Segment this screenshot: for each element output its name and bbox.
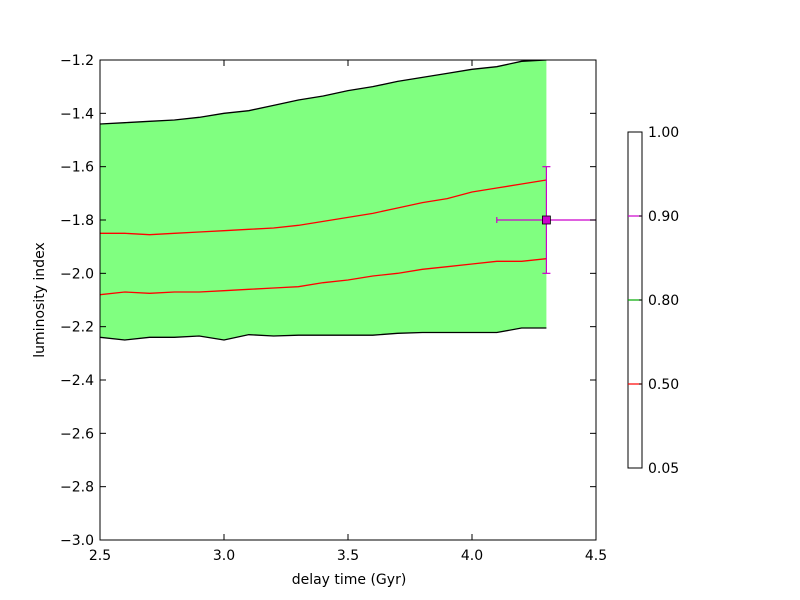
colorbar-tick-label: 1.00 — [648, 125, 679, 141]
x-tick-label: 4.5 — [585, 548, 607, 564]
series-line-3 — [100, 327, 547, 341]
plot-inner — [100, 60, 547, 341]
y-tick-label: −2.4 — [60, 373, 94, 389]
x-tick-label: 3.5 — [337, 548, 359, 564]
y-tick-label: −3.0 — [60, 533, 94, 549]
y-tick-label: −1.4 — [60, 106, 94, 122]
colorbar-tick-label: 0.05 — [648, 461, 679, 477]
y-tick-label: −2.0 — [60, 266, 94, 282]
x-tick-label: 3.0 — [213, 548, 235, 564]
y-tick-label: −1.8 — [60, 213, 94, 229]
y-tick-label: −1.6 — [60, 160, 94, 176]
series-line-0 — [100, 179, 547, 236]
marker-point — [542, 215, 551, 225]
plot-area — [100, 60, 596, 341]
confidence-band — [100, 60, 547, 340]
x-axis-label: delay time (Gyr) — [292, 572, 407, 588]
x-tick-label: 4.0 — [461, 548, 483, 564]
y-axis-label: luminosity index — [32, 242, 48, 357]
y-tick-label: −2.6 — [60, 426, 94, 442]
x-tick-label: 2.5 — [89, 548, 111, 564]
y-tick-label: −2.8 — [60, 480, 94, 496]
colorbar-tick-label: 0.90 — [648, 209, 679, 225]
series-line-1 — [100, 258, 547, 296]
y-tick-label: −2.2 — [60, 320, 94, 336]
colorbar-tick-label: 0.80 — [648, 293, 679, 309]
colorbar: 0.05 0.50 0.80 0.90 1.00 — [627, 125, 679, 477]
y-tick-label: −1.2 — [60, 53, 94, 69]
series-line-2 — [100, 60, 547, 125]
colorbar-tick-label: 0.50 — [648, 377, 679, 393]
axes: 2.5 3.0 3.5 4.0 4.5 −3.0 −2.8 −2.6 −2.4 −2.2 −2.0 −… — [60, 53, 607, 564]
